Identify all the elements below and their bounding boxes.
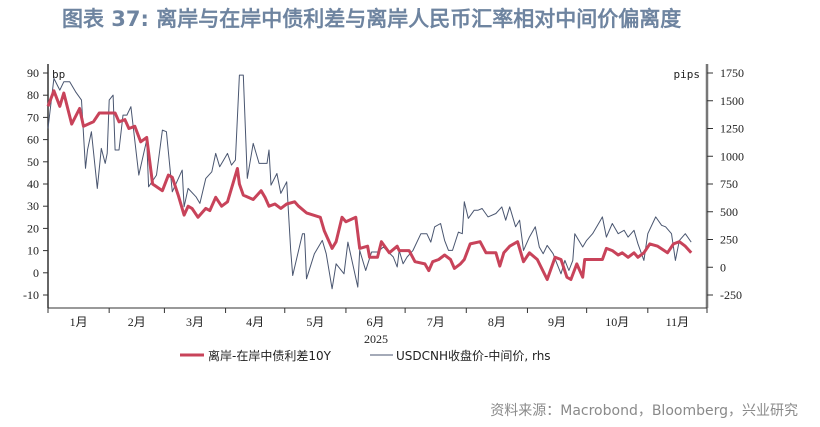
series-line-spread (46, 89, 693, 281)
right-tick-label: 750 (720, 177, 738, 191)
left-tick-label: 20 (27, 221, 39, 235)
legend-label-usdcnh: USDCNH收盘价-中间价, rhs (396, 348, 551, 363)
left-tick-label: 60 (27, 133, 39, 147)
x-tick-label: 7月 (427, 315, 445, 329)
right-tick-label: 1750 (720, 66, 744, 80)
left-tick-label: 90 (27, 66, 39, 80)
left-tick-label: 10 (27, 244, 39, 258)
x-tick-label: 10月 (605, 315, 629, 329)
left-axis-unit: bp (52, 68, 65, 81)
x-tick-label: 8月 (488, 315, 506, 329)
x-tick-label: 6月 (367, 315, 385, 329)
x-tick-label: 9月 (548, 315, 566, 329)
right-tick-label: 1250 (720, 122, 744, 136)
x-tick-label: 2月 (128, 315, 146, 329)
left-tick-label: -10 (23, 288, 39, 302)
right-tick-label: 0 (720, 260, 726, 274)
source-note: 资料来源：Macrobond，Bloomberg，兴业研究 (490, 403, 798, 419)
left-tick-label: 0 (33, 266, 39, 280)
right-tick-label: 1500 (720, 94, 744, 108)
x-tick-label: 5月 (306, 315, 324, 329)
left-tick-label: 70 (27, 110, 39, 124)
right-tick-label: 1000 (720, 149, 744, 163)
left-tick-label: 80 (27, 88, 39, 102)
x-tick-label: 3月 (186, 315, 204, 329)
x-tick-label: 1月 (70, 315, 88, 329)
chart-title: 图表 37: 离岸与在岸中债利差与离岸人民币汇率相对中间价偏离度 (62, 7, 682, 31)
legend-label-spread: 离岸-在岸中债利差10Y (208, 348, 332, 363)
right-axis-unit: pips (674, 68, 701, 81)
left-tick-label: 40 (27, 177, 39, 191)
x-axis-label: 2025 (364, 332, 388, 346)
right-tick-label: 250 (720, 233, 738, 247)
x-tick-label: 4月 (246, 315, 264, 329)
right-tick-label: 500 (720, 205, 738, 219)
left-tick-label: 30 (27, 199, 39, 213)
right-tick-label: -250 (720, 288, 742, 302)
x-tick-label: 11月 (666, 315, 690, 329)
left-tick-label: 50 (27, 155, 39, 169)
